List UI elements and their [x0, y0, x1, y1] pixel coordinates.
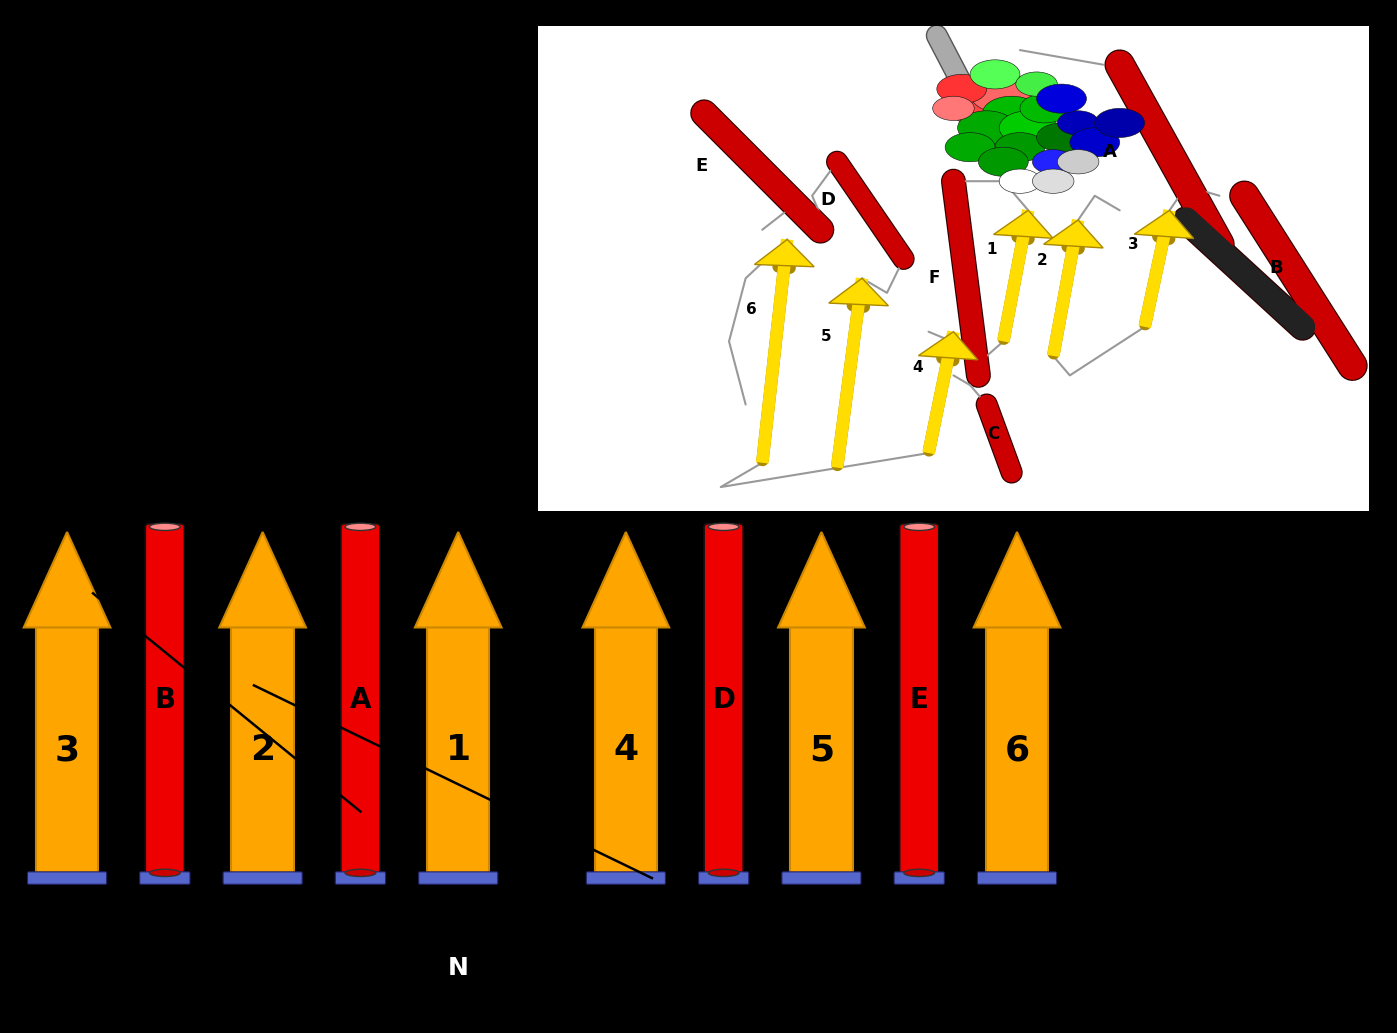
- Polygon shape: [974, 532, 1060, 627]
- Text: 4: 4: [912, 361, 922, 375]
- FancyBboxPatch shape: [28, 872, 106, 884]
- Text: 3: 3: [1127, 238, 1139, 252]
- FancyBboxPatch shape: [419, 872, 497, 884]
- Ellipse shape: [950, 91, 1007, 125]
- Ellipse shape: [970, 74, 1037, 114]
- FancyBboxPatch shape: [698, 872, 749, 884]
- Polygon shape: [918, 332, 978, 359]
- Ellipse shape: [946, 132, 995, 162]
- Text: E: E: [696, 157, 708, 176]
- Text: 6: 6: [746, 302, 756, 317]
- Text: D: D: [712, 686, 735, 714]
- Ellipse shape: [1037, 84, 1087, 114]
- Polygon shape: [828, 278, 888, 306]
- FancyBboxPatch shape: [587, 872, 665, 884]
- Ellipse shape: [708, 523, 739, 531]
- FancyBboxPatch shape: [224, 872, 302, 884]
- Polygon shape: [583, 532, 669, 627]
- Text: 6: 6: [1004, 733, 1030, 768]
- Text: C: C: [986, 425, 999, 442]
- Ellipse shape: [937, 74, 986, 103]
- Ellipse shape: [1058, 150, 1099, 174]
- FancyBboxPatch shape: [145, 524, 184, 876]
- FancyBboxPatch shape: [894, 872, 944, 884]
- Ellipse shape: [149, 523, 180, 531]
- Polygon shape: [993, 211, 1053, 239]
- Ellipse shape: [970, 60, 1020, 89]
- Ellipse shape: [999, 111, 1058, 145]
- Text: 2: 2: [250, 733, 275, 768]
- FancyBboxPatch shape: [335, 872, 386, 884]
- FancyBboxPatch shape: [36, 627, 98, 873]
- Ellipse shape: [1032, 150, 1074, 174]
- FancyBboxPatch shape: [232, 627, 293, 873]
- Ellipse shape: [1037, 123, 1087, 152]
- Polygon shape: [754, 240, 814, 267]
- Ellipse shape: [1032, 169, 1074, 193]
- Ellipse shape: [1058, 111, 1099, 135]
- Text: 1: 1: [446, 733, 471, 768]
- FancyBboxPatch shape: [140, 872, 190, 884]
- Ellipse shape: [978, 148, 1028, 177]
- FancyBboxPatch shape: [341, 524, 380, 876]
- Text: 2: 2: [1037, 253, 1048, 269]
- Text: A: A: [349, 686, 372, 714]
- Text: 5: 5: [820, 330, 831, 344]
- Ellipse shape: [933, 96, 974, 121]
- Text: B: B: [154, 686, 176, 714]
- Ellipse shape: [904, 523, 935, 531]
- Ellipse shape: [904, 869, 935, 877]
- Text: C: C: [1035, 375, 1053, 400]
- FancyBboxPatch shape: [791, 627, 852, 873]
- Ellipse shape: [345, 869, 376, 877]
- Text: A: A: [1104, 143, 1118, 161]
- Ellipse shape: [149, 869, 180, 877]
- Ellipse shape: [999, 169, 1041, 193]
- Ellipse shape: [995, 132, 1045, 162]
- Ellipse shape: [1070, 128, 1120, 157]
- Ellipse shape: [1020, 94, 1070, 123]
- Ellipse shape: [345, 523, 376, 531]
- FancyBboxPatch shape: [782, 872, 861, 884]
- Polygon shape: [219, 532, 306, 627]
- FancyBboxPatch shape: [595, 627, 657, 873]
- Text: 1: 1: [986, 242, 997, 257]
- Ellipse shape: [1095, 108, 1144, 137]
- FancyBboxPatch shape: [704, 524, 743, 876]
- Text: F: F: [929, 270, 940, 287]
- FancyBboxPatch shape: [986, 627, 1048, 873]
- Polygon shape: [415, 532, 502, 627]
- FancyBboxPatch shape: [900, 524, 939, 876]
- Text: D: D: [820, 191, 835, 210]
- Text: B: B: [1270, 259, 1282, 278]
- Polygon shape: [24, 532, 110, 627]
- Ellipse shape: [708, 869, 739, 877]
- Ellipse shape: [957, 111, 1016, 145]
- Polygon shape: [778, 532, 865, 627]
- Ellipse shape: [1016, 72, 1058, 96]
- Text: 5: 5: [809, 733, 834, 768]
- Ellipse shape: [982, 96, 1041, 130]
- Text: E: E: [909, 686, 929, 714]
- FancyBboxPatch shape: [427, 627, 489, 873]
- Text: 3: 3: [54, 733, 80, 768]
- FancyBboxPatch shape: [978, 872, 1056, 884]
- Text: 4: 4: [613, 733, 638, 768]
- Polygon shape: [1044, 220, 1104, 248]
- Text: N: N: [448, 956, 468, 979]
- Polygon shape: [1134, 211, 1193, 239]
